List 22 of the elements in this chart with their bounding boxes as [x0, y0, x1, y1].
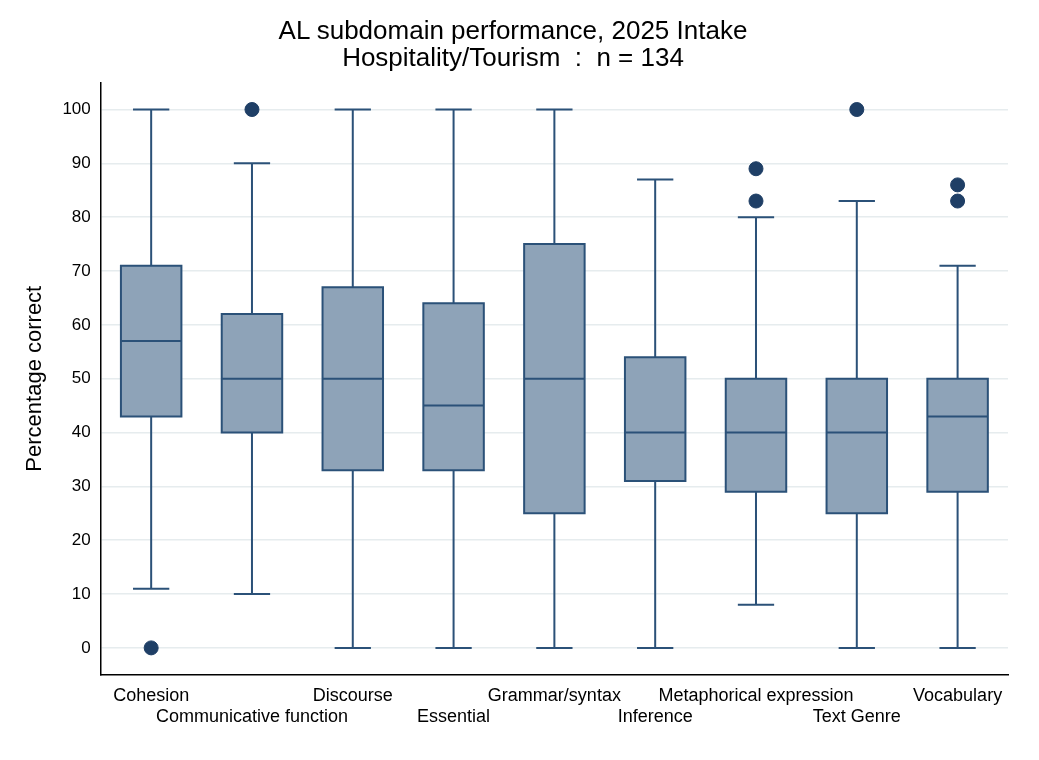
y-tick-label: 20: [71, 529, 91, 549]
x-tick-label: Metaphorical expression: [658, 684, 854, 705]
y-tick-label: 70: [71, 260, 91, 280]
x-tick-label: Essential: [417, 706, 491, 727]
y-tick-label: 30: [71, 476, 91, 496]
x-tick-label: Text Genre: [812, 706, 901, 727]
y-tick-label: 10: [71, 583, 91, 603]
y-tick-label: 80: [71, 206, 91, 226]
x-tick-label: Communicative function: [155, 706, 349, 727]
y-tick-label: 40: [71, 422, 91, 442]
y-tick-label: 50: [71, 368, 91, 388]
y-tick-label: 90: [71, 153, 91, 173]
y-tick-label: 60: [71, 314, 91, 334]
x-tick-label: Vocabulary: [913, 684, 1003, 705]
x-tick-label: Discourse: [312, 684, 393, 705]
x-tick-label: Grammar/syntax: [487, 684, 621, 705]
y-axis-title: Percentage correct: [21, 285, 47, 472]
chart-title: AL subdomain performance, 2025 Intake: [278, 14, 748, 45]
y-tick-label: 0: [81, 637, 91, 657]
x-tick-label: Cohesion: [113, 684, 190, 705]
x-tick-label: Inference: [617, 706, 693, 727]
y-tick-label: 100: [62, 99, 91, 119]
